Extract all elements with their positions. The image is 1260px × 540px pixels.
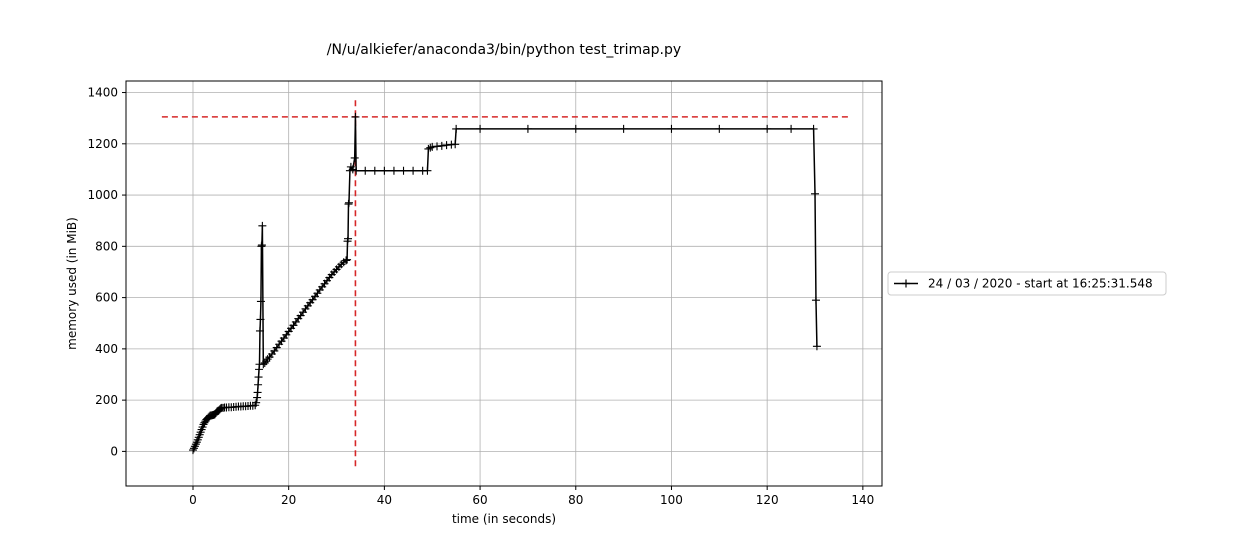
x-tick-label: 80: [568, 493, 583, 507]
data-point-marker: [476, 124, 485, 133]
x-tick-label: 120: [756, 493, 779, 507]
data-point-marker: [452, 124, 461, 133]
x-tick-label: 100: [660, 493, 683, 507]
data-point-marker: [811, 296, 820, 305]
legend-box: [887, 271, 1167, 296]
x-tick-label: 40: [377, 493, 392, 507]
max-memory-markers: [161, 100, 849, 469]
data-point-marker: [352, 166, 361, 175]
data-point-marker: [257, 241, 266, 250]
data-point-marker: [344, 234, 353, 243]
data-point-marker: [423, 166, 432, 175]
y-tick-label: 200: [95, 393, 118, 407]
data-point-marker: [715, 124, 724, 133]
y-tick-label: 1000: [87, 188, 118, 202]
y-tick-label: 0: [110, 444, 118, 458]
data-point-marker: [258, 221, 267, 230]
data-point-marker: [190, 442, 199, 451]
y-tick-label: 400: [95, 342, 118, 356]
data-point-marker: [361, 166, 370, 175]
y-tick-label: 600: [95, 291, 118, 305]
data-point-marker: [252, 398, 261, 407]
y-tick-label: 1400: [87, 86, 118, 100]
data-point-marker: [255, 326, 264, 335]
data-point-marker: [350, 153, 359, 162]
grid-lines: [126, 81, 882, 486]
legend: 24 / 03 / 2020 - start at 16:25:31.548: [887, 271, 1167, 296]
data-point-marker: [253, 388, 262, 397]
data-point-marker: [344, 198, 353, 207]
data-point-marker: [262, 357, 271, 366]
x-axis-label: time (in seconds): [452, 512, 556, 526]
data-point-marker: [571, 124, 580, 133]
data-point-marker: [811, 189, 820, 198]
y-axis-ticks: 0 200 400 600 800 1000 1200 1400: [87, 86, 126, 458]
x-axis-ticks: 0 20 40 60 80 100 120 140: [189, 486, 874, 507]
data-point-marker: [809, 124, 818, 133]
data-point-marker: [189, 444, 198, 453]
legend-label: 24 / 03 / 2020 - start at 16:25:31.548: [928, 277, 1153, 291]
data-point-marker: [523, 124, 532, 133]
data-point-marker: [437, 141, 446, 150]
data-point-marker: [812, 342, 821, 351]
series-layer: [188, 112, 821, 455]
data-point-marker: [254, 373, 263, 382]
x-tick-label: 60: [472, 493, 487, 507]
data-point-marker: [199, 420, 208, 429]
data-point-marker: [256, 297, 265, 306]
data-point-marker: [348, 165, 357, 174]
chart-title: /N/u/alkiefer/anaconda3/bin/python test_…: [327, 42, 681, 58]
x-tick-label: 140: [851, 493, 874, 507]
data-point-marker: [399, 166, 408, 175]
data-point-marker: [351, 112, 360, 121]
data-point-marker: [424, 144, 433, 153]
data-point-marker: [254, 380, 263, 389]
data-point-marker: [256, 315, 265, 324]
legend-marker-plus: [902, 279, 910, 288]
data-point-marker: [215, 405, 224, 414]
y-axis-label: memory used (in MiB): [65, 217, 79, 350]
data-point-marker: [343, 255, 352, 264]
data-point-marker: [619, 124, 628, 133]
data-point-marker: [409, 166, 418, 175]
data-point-marker: [370, 166, 379, 175]
x-tick-label: 0: [189, 493, 197, 507]
data-point-marker: [191, 440, 200, 449]
data-point-marker: [787, 124, 796, 133]
data-point-marker: [380, 166, 389, 175]
data-point-marker: [667, 124, 676, 133]
data-point-marker: [389, 166, 398, 175]
data-point-marker: [188, 446, 197, 455]
data-point-marker: [451, 140, 460, 149]
data-point-marker: [342, 256, 351, 265]
data-point-marker: [763, 124, 772, 133]
y-tick-label: 800: [95, 239, 118, 253]
plot-frame: [125, 80, 883, 487]
x-tick-label: 20: [281, 493, 296, 507]
data-point-marker: [426, 143, 435, 152]
data-point-marker: [263, 355, 272, 364]
y-tick-label: 1200: [87, 137, 118, 151]
